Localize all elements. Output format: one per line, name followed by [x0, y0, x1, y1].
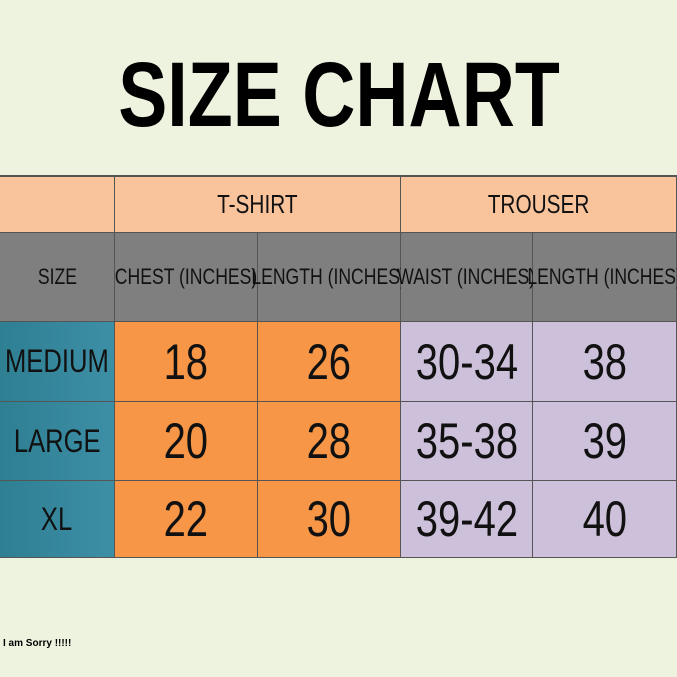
column-header-text: WAIST (INCHES) [397, 264, 536, 289]
size-value: 30-34 [401, 322, 533, 402]
column-header: CHEST (INCHES) [115, 233, 258, 322]
size-table: T-SHIRT TROUSER SIZE CHEST (INCHES) LENGTH (… [0, 175, 677, 558]
footer: I am Sorry !!!!! [3, 638, 72, 649]
size-value-text: 30 [306, 491, 352, 547]
size-value: 35-38 [401, 402, 533, 481]
size-label-text: XL [41, 500, 73, 537]
size-value-text: 38 [582, 333, 627, 390]
column-header-text: LENGTH (INCHES) [251, 264, 407, 289]
size-value: 38 [533, 322, 677, 402]
group-header-text: T-SHIRT [217, 189, 298, 219]
column-header: SIZE [0, 233, 115, 322]
column-header-text: SIZE [37, 264, 77, 289]
group-header-text: TROUSER [487, 189, 590, 219]
title-text: SIZE CHART [117, 44, 560, 146]
size-value: 22 [115, 481, 258, 558]
size-label: MEDIUM [0, 322, 115, 402]
column-header-text: LENGTH (INCHES) [527, 264, 677, 289]
size-value-text: 22 [163, 491, 209, 547]
column-header: WAIST (INCHES) [397, 233, 536, 322]
size-value: 39-42 [401, 481, 533, 558]
size-value-text: 40 [582, 491, 627, 547]
corner-cell [0, 177, 115, 233]
size-label: XL [0, 481, 115, 558]
size-value: 18 [115, 322, 258, 402]
size-value-text: 18 [163, 333, 209, 390]
size-value-text: 28 [306, 413, 352, 469]
column-header: LENGTH (INCHES) [252, 233, 406, 322]
column-header-text: CHEST (INCHES) [114, 264, 258, 289]
size-value: 20 [115, 402, 258, 481]
size-value-text: 26 [306, 333, 352, 390]
size-label: LARGE [0, 402, 115, 481]
size-value-text: 30-34 [415, 333, 518, 390]
size-value-text: 20 [163, 413, 209, 469]
size-value-text: 39-42 [415, 491, 518, 547]
size-value: 26 [258, 322, 401, 402]
size-label-text: LARGE [13, 422, 101, 459]
size-value-text: 39 [582, 413, 627, 469]
size-value: 40 [533, 481, 677, 558]
group-header: TROUSER [401, 177, 677, 233]
size-value: 39 [533, 402, 677, 481]
size-value-text: 35-38 [415, 413, 518, 469]
title: SIZE CHART [0, 40, 677, 150]
size-value: 28 [258, 402, 401, 481]
column-header: LENGTH (INCHES) [527, 233, 677, 322]
size-label-text: MEDIUM [5, 343, 109, 379]
size-value: 30 [258, 481, 401, 558]
group-header: T-SHIRT [115, 177, 401, 233]
